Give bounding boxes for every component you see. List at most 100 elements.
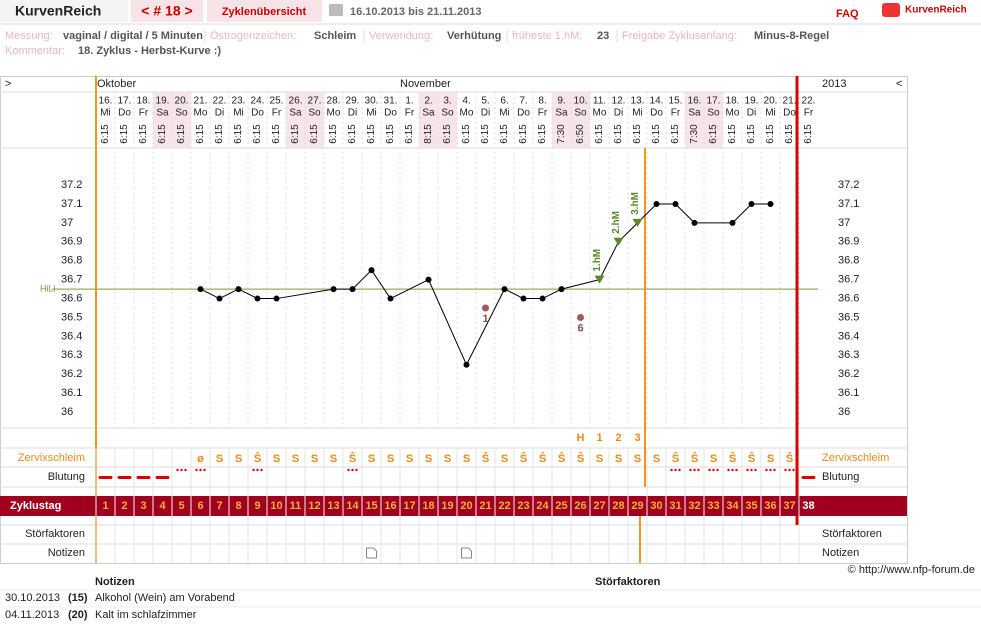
excluded-label: 1 [482, 313, 488, 325]
peak-label: 1 [596, 432, 602, 444]
weekday-label: Sa [688, 108, 701, 119]
cycle-day: 9 [254, 500, 260, 512]
day-label: 13. [631, 96, 645, 107]
time-label: 6:15 [366, 124, 377, 144]
weekday-label: Fr [139, 108, 149, 119]
mucus-mark: S [273, 453, 280, 465]
y-tick-label: 36.8 [838, 255, 859, 267]
mucus-mark: ø [197, 453, 204, 465]
row-label: Zervixschleim [822, 452, 889, 464]
day-label: 27. [308, 96, 322, 107]
meta-label: Verwendung: [369, 30, 433, 42]
weekend-shade [704, 92, 723, 148]
hm-label: 3.hM [630, 192, 641, 215]
month-label: Oktober [97, 78, 136, 90]
excluded-point [482, 304, 489, 312]
weekday-label: Mi [233, 108, 244, 119]
weekday-label: Fr [671, 108, 681, 119]
logo[interactable]: KurvenReich [905, 5, 967, 16]
weekday-label: Sa [555, 108, 568, 119]
day-label: 18. [137, 96, 151, 107]
bleeding-dash [155, 476, 170, 479]
day-label: 22. [802, 96, 816, 107]
mucus-mark: S [463, 453, 470, 465]
print-icon[interactable] [329, 4, 343, 16]
weekend-shade [571, 92, 590, 148]
time-label: 6:15 [651, 124, 662, 144]
nav-box[interactable] [131, 0, 203, 22]
overview-link[interactable]: Zyklenübersicht [222, 6, 307, 18]
meta-value: Verhütung [447, 30, 501, 42]
day-label: 14. [650, 96, 664, 107]
nav-right: < [896, 78, 902, 90]
year-label: 2013 [822, 78, 846, 90]
temp-point [368, 267, 375, 274]
day-label: 16. [688, 96, 702, 107]
bleeding-dot [712, 468, 715, 472]
weekday-label: Do [118, 108, 131, 119]
temp-point [520, 295, 527, 302]
mucus-mark: S [292, 453, 299, 465]
bleeding-dot [176, 468, 179, 472]
cycle-day: 20 [460, 500, 472, 512]
mucus-mark: S [615, 453, 622, 465]
peak-label: 2 [615, 432, 621, 444]
day-label: 17. [118, 96, 132, 107]
cycle-day: 27 [593, 500, 605, 512]
overview-box[interactable] [207, 0, 322, 22]
temp-point [767, 200, 774, 207]
comment-label: Kommentar: [5, 45, 65, 57]
mucus-mark: Ŝ [349, 452, 356, 465]
bleeding-dot [792, 468, 795, 472]
temp-point [558, 286, 565, 293]
bleeding-mark [801, 476, 816, 479]
cycle-nav[interactable]: < # 18 > [141, 3, 192, 19]
time-label: 6:50 [575, 124, 586, 144]
temp-line [390, 279, 429, 300]
weekday-label: Mo [327, 108, 341, 119]
bleeding-mark [195, 468, 206, 472]
bleeding-dot [750, 468, 753, 472]
time-label: 6:15 [480, 124, 491, 144]
cycle-day: 17 [403, 500, 415, 512]
mucus-mark: Ŝ [729, 452, 736, 465]
cycle-day: 28 [612, 500, 624, 512]
bleeding-dot [195, 468, 198, 472]
cycle-day: 25 [555, 500, 567, 512]
bleeding-dot [788, 468, 791, 472]
bleeding-dot [773, 468, 776, 472]
weekend-shade [153, 92, 172, 148]
mucus-mark: Ŝ [254, 452, 261, 465]
temp-point [349, 286, 356, 293]
cycle-day: 32 [688, 500, 700, 512]
weekday-label: Fr [272, 108, 282, 119]
bleeding-dot [765, 468, 768, 472]
bleeding-mark [155, 476, 170, 479]
day-label: 7. [519, 96, 527, 107]
weekday-label: Fr [804, 108, 814, 119]
cycle-day: 34 [726, 500, 739, 512]
mucus-mark: S [767, 453, 774, 465]
bleeding-mark [136, 476, 151, 479]
bleeding-dot [731, 468, 734, 472]
cycle-day: 30 [650, 500, 662, 512]
time-label: 6:15 [632, 124, 643, 144]
day-label: 9. [557, 96, 565, 107]
bleeding-dot [689, 468, 692, 472]
time-label: 6:15 [100, 124, 111, 144]
faq-link[interactable]: FAQ [836, 8, 859, 20]
y-tick-label: 37.2 [838, 179, 859, 191]
bleeding-dot [678, 468, 681, 472]
temp-point [235, 286, 242, 293]
cycle-day: 35 [745, 500, 757, 512]
note-text: Alkohol (Wein) am Vorabend [95, 592, 235, 604]
y-tick-label: 36.6 [838, 292, 859, 304]
temp-line [238, 288, 258, 300]
note-text: Kalt im schlafzimmer [95, 609, 197, 621]
weekday-label: Sa [156, 108, 169, 119]
row-label: Zervixschleim [18, 452, 85, 464]
time-label: 6:15 [461, 124, 472, 144]
bleeding-dot [252, 468, 255, 472]
temp-line [599, 241, 619, 280]
bleeding-dash [98, 476, 113, 479]
